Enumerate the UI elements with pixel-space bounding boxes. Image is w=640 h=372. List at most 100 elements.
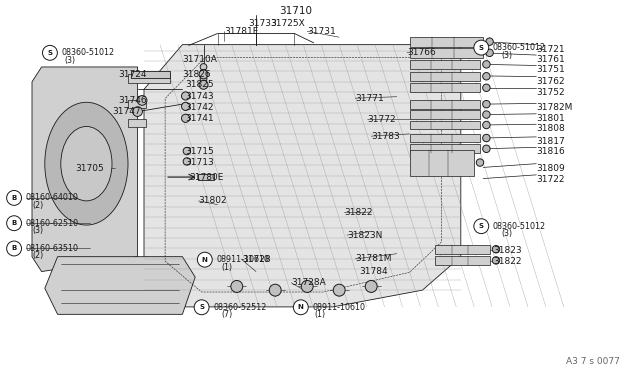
Circle shape [483, 121, 490, 129]
Text: (1): (1) [221, 263, 233, 272]
Text: 31825: 31825 [186, 80, 214, 89]
Text: (2): (2) [33, 251, 44, 260]
Text: 31771: 31771 [355, 94, 384, 103]
Text: N: N [298, 304, 304, 310]
Circle shape [182, 114, 189, 122]
Circle shape [6, 241, 22, 256]
Bar [410, 134, 480, 142]
Text: 31816: 31816 [536, 147, 565, 156]
Text: 31783: 31783 [371, 132, 400, 141]
Polygon shape [144, 45, 461, 307]
Circle shape [483, 111, 490, 118]
Bar [435, 256, 490, 265]
Circle shape [486, 38, 493, 45]
Circle shape [365, 280, 377, 292]
Text: 08360-51012: 08360-51012 [61, 48, 115, 57]
Bar [410, 48, 483, 58]
Text: 31802: 31802 [198, 196, 227, 205]
Text: 31823: 31823 [493, 246, 522, 255]
Text: (3): (3) [501, 51, 513, 60]
Text: 31822: 31822 [493, 257, 522, 266]
Circle shape [200, 76, 207, 82]
Bar [198, 174, 214, 180]
Text: (1): (1) [314, 310, 326, 319]
Circle shape [194, 300, 209, 315]
Circle shape [474, 40, 489, 55]
Text: 31722: 31722 [536, 175, 565, 184]
Circle shape [199, 70, 208, 79]
Text: 31761: 31761 [536, 55, 565, 64]
Text: 08160-62510: 08160-62510 [26, 219, 79, 228]
Text: S: S [199, 304, 204, 310]
Text: N: N [202, 257, 208, 263]
Circle shape [183, 147, 191, 155]
Circle shape [231, 280, 243, 292]
Text: 31781E: 31781E [224, 27, 259, 36]
Text: 31731: 31731 [307, 27, 336, 36]
Text: 31742: 31742 [186, 103, 214, 112]
Text: (3): (3) [501, 229, 513, 238]
Text: 08911-10610: 08911-10610 [312, 303, 365, 312]
Text: 08360-51012: 08360-51012 [493, 43, 546, 52]
Text: 31822: 31822 [344, 208, 373, 217]
Text: 31724: 31724 [118, 70, 147, 79]
Bar [410, 110, 480, 119]
Circle shape [293, 300, 308, 315]
Text: 31817: 31817 [536, 137, 565, 146]
Text: 31733: 31733 [248, 19, 277, 28]
Text: 31725X: 31725X [270, 19, 305, 28]
Text: 31728A: 31728A [291, 278, 326, 287]
Circle shape [137, 96, 147, 105]
Text: 31721: 31721 [536, 45, 565, 54]
Text: 08360-51012: 08360-51012 [493, 222, 546, 231]
Circle shape [182, 102, 189, 110]
Bar [435, 245, 490, 254]
Circle shape [333, 284, 345, 296]
Text: 08360-52512: 08360-52512 [213, 303, 266, 312]
Text: 31710: 31710 [279, 6, 312, 16]
Text: 31747: 31747 [112, 107, 141, 116]
Circle shape [199, 80, 208, 89]
Circle shape [132, 107, 143, 116]
Circle shape [492, 257, 500, 264]
Bar [410, 100, 480, 109]
Text: 31784: 31784 [360, 267, 388, 276]
Circle shape [182, 92, 189, 100]
Ellipse shape [61, 126, 112, 201]
Circle shape [269, 284, 281, 296]
Circle shape [474, 219, 489, 234]
Text: 31781M: 31781M [355, 254, 392, 263]
Circle shape [483, 134, 490, 142]
Circle shape [200, 70, 207, 76]
Text: 31808: 31808 [536, 124, 565, 133]
Bar [410, 72, 480, 81]
Text: S: S [479, 45, 484, 51]
Text: 31752: 31752 [536, 88, 565, 97]
Text: 31772: 31772 [367, 115, 396, 124]
Bar [410, 144, 480, 153]
Text: 31705: 31705 [76, 164, 104, 173]
Text: A3 7 s 0077: A3 7 s 0077 [566, 357, 620, 366]
Circle shape [200, 64, 207, 70]
Bar [410, 150, 474, 176]
Circle shape [6, 190, 22, 205]
Text: 08160-64010: 08160-64010 [26, 193, 79, 202]
Text: 31826: 31826 [182, 70, 211, 79]
Text: 31728: 31728 [242, 255, 271, 264]
Bar [128, 100, 146, 108]
Bar [410, 37, 483, 46]
Text: 31766: 31766 [407, 48, 436, 57]
Circle shape [197, 252, 212, 267]
Circle shape [483, 73, 490, 80]
Circle shape [492, 246, 500, 253]
Text: 31801: 31801 [536, 114, 565, 123]
Circle shape [483, 100, 490, 108]
Text: 31751: 31751 [536, 65, 565, 74]
Text: S: S [47, 50, 52, 56]
Text: 31762: 31762 [536, 77, 565, 86]
Bar [131, 71, 170, 78]
Text: 31809: 31809 [536, 164, 565, 173]
Circle shape [483, 61, 490, 68]
Text: B: B [12, 195, 17, 201]
Circle shape [42, 45, 58, 60]
